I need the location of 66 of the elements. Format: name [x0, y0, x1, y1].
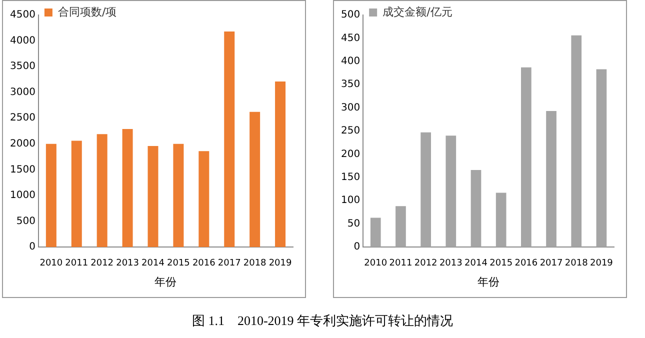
x-tick-label: 2015: [490, 258, 513, 269]
x-tick-label: 2017: [218, 258, 241, 269]
bar: [446, 136, 456, 247]
x-tick-label: 2011: [65, 258, 88, 269]
bar: [71, 140, 82, 247]
y-tick-label: 300: [340, 102, 360, 114]
bar: [148, 146, 158, 247]
x-tick-label: 2010: [364, 258, 388, 269]
x-tick-label: 2013: [439, 258, 462, 269]
bar: [596, 69, 607, 247]
x-tick-label: 2019: [590, 258, 614, 269]
y-tick-label: 350: [340, 79, 360, 90]
x-tick-label: 2017: [540, 258, 563, 269]
bar: [46, 144, 56, 247]
y-tick-label: 1500: [10, 164, 36, 176]
bar: [571, 35, 582, 247]
y-tick-label: 150: [340, 172, 360, 183]
bar: [521, 67, 532, 247]
bar: [496, 192, 506, 247]
x-tick-label: 2014: [464, 258, 488, 269]
bar: [224, 32, 235, 247]
y-tick-label: 4500: [10, 10, 36, 21]
x-tick-label: 2012: [90, 258, 114, 269]
bar: [250, 112, 260, 247]
bar: [370, 218, 381, 247]
bar: [173, 144, 184, 247]
y-tick-label: 0: [29, 242, 36, 253]
bar: [546, 111, 556, 247]
y-tick-label: 400: [340, 56, 360, 67]
x-tick-label: 2011: [389, 258, 412, 269]
bar: [275, 82, 286, 247]
y-tick-label: 2000: [10, 138, 36, 150]
x-axis-title: 年份: [154, 276, 177, 288]
x-tick-label: 2018: [564, 258, 588, 269]
y-tick-label: 3000: [10, 86, 36, 98]
x-tick-label: 2016: [192, 258, 216, 269]
bar: [396, 206, 406, 247]
y-tick-label: 3500: [10, 61, 36, 72]
y-tick-label: 500: [16, 216, 36, 227]
x-tick-label: 2019: [268, 258, 292, 269]
y-tick-label: 250: [340, 126, 360, 137]
bar: [420, 132, 431, 247]
x-tick-label: 2015: [167, 258, 190, 269]
x-tick-label: 2010: [40, 258, 63, 269]
x-tick-label: 2013: [116, 258, 139, 269]
bar: [470, 170, 482, 247]
caption: 图 1.1 2010-2019 年专利实施许可转让的情况: [190, 312, 454, 330]
y-tick-label: 4000: [10, 35, 36, 46]
bar: [122, 128, 133, 247]
x-tick-label: 2012: [414, 258, 438, 269]
bar: [198, 151, 210, 247]
y-tick-label: 0: [354, 242, 360, 253]
y-tick-label: 100: [340, 195, 360, 206]
bar: [96, 134, 108, 247]
x-tick-label: 2014: [142, 258, 165, 269]
legend-label: 合同项数/项: [58, 5, 117, 18]
y-tick-label: 50: [347, 218, 360, 230]
y-tick-label: 500: [340, 10, 360, 21]
x-axis-title: 年份: [478, 276, 500, 288]
y-tick-label: 2500: [10, 112, 36, 124]
y-tick-label: 1000: [10, 190, 36, 202]
y-tick-label: 200: [340, 148, 360, 160]
legend-label: 成交金额/亿元: [382, 5, 452, 18]
y-tick-label: 450: [340, 32, 360, 44]
x-tick-label: 2018: [243, 258, 267, 269]
x-tick-label: 2016: [514, 258, 538, 269]
